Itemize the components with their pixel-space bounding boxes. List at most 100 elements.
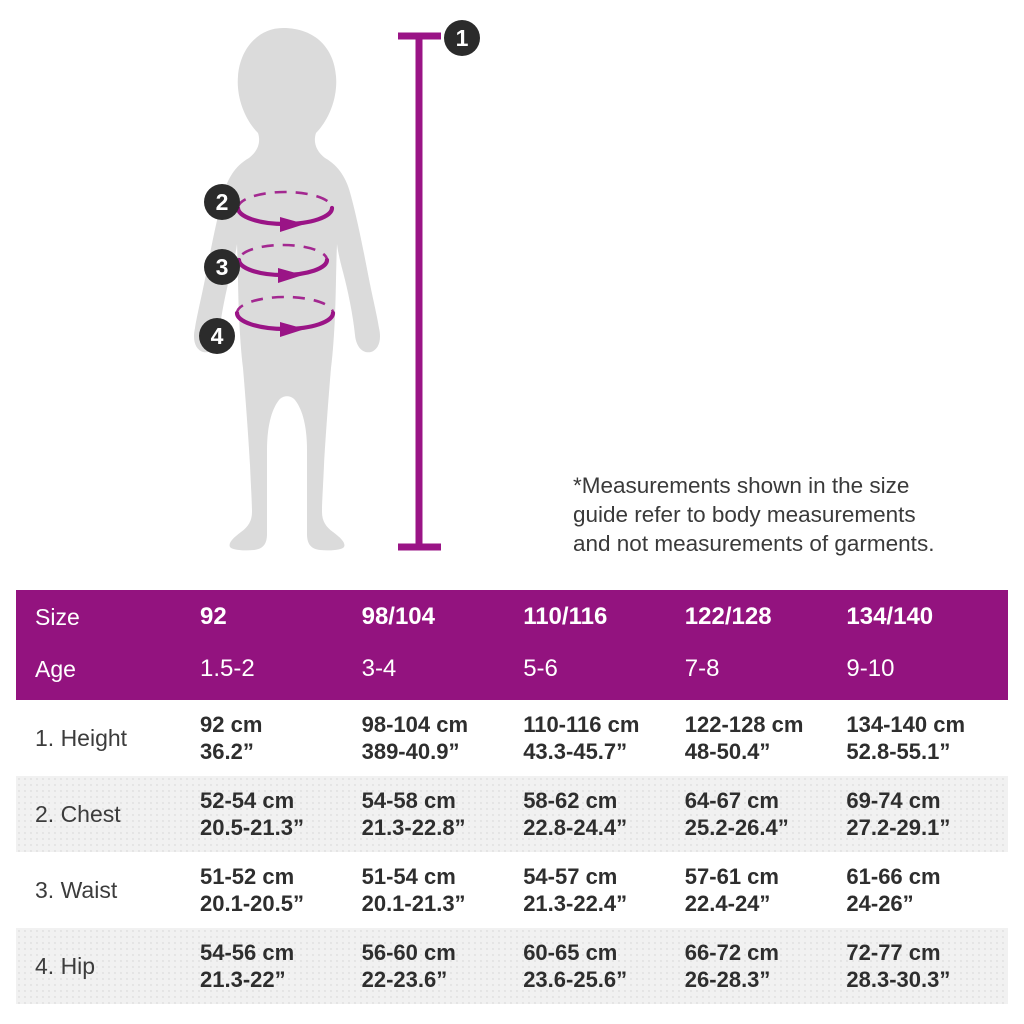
- cm-value: 57-61 cm: [684, 864, 779, 889]
- chest-measure-ellipse: [235, 190, 335, 232]
- measurement-cell: 61-66 cm 24-26”: [846, 863, 1008, 917]
- inch-value: 20.1-20.5”: [200, 891, 304, 916]
- cm-value: 134-140 cm: [846, 712, 966, 737]
- measurements-note: *Measurements shown in the size guide re…: [573, 471, 973, 558]
- size-col-header: 110/116: [523, 603, 608, 630]
- size-col-header: 134/140: [846, 603, 934, 630]
- row-label: 2. Chest: [35, 800, 121, 827]
- row-label: 3. Waist: [35, 876, 118, 903]
- measure-badge-waist: 3: [204, 249, 240, 285]
- inch-value: 20.1-21.3”: [361, 891, 466, 916]
- inch-value: 27.2-29.1”: [846, 815, 951, 840]
- cm-value: 54-56 cm: [200, 940, 295, 965]
- cm-value: 69-74 cm: [846, 788, 941, 813]
- cm-value: 51-54 cm: [361, 864, 456, 889]
- inch-value: 23.6-25.6”: [523, 967, 628, 992]
- age-value: 1.5-2: [200, 655, 255, 682]
- table-row-hip: 4. Hip 54-56 cm 21.3-22” 56-60 cm 22-23.…: [16, 928, 1008, 1004]
- measurement-cell: 58-62 cm 22.8-24.4”: [523, 787, 685, 841]
- measurement-cell: 72-77 cm 28.3-30.3”: [846, 939, 1008, 993]
- height-measure-line: [398, 32, 441, 551]
- cm-value: 92 cm: [200, 712, 263, 737]
- measurement-cell: 54-58 cm 21.3-22.8”: [362, 787, 524, 841]
- cm-value: 56-60 cm: [361, 940, 456, 965]
- measurement-cell: 54-57 cm 21.3-22.4”: [523, 863, 685, 917]
- age-value: 9-10: [846, 655, 895, 682]
- measure-badge-hip: 4: [199, 318, 235, 354]
- cm-value: 51-52 cm: [200, 864, 295, 889]
- inch-value: 25.2-26.4”: [684, 815, 789, 840]
- measurement-cell: 51-52 cm 20.1-20.5”: [200, 863, 362, 917]
- measurement-cell: 98-104 cm 389-40.9”: [362, 711, 524, 765]
- measurement-cell: 64-67 cm 25.2-26.4”: [685, 787, 847, 841]
- body-measurement-diagram: 1 2 3 4 *Measurements shown in the size …: [193, 20, 973, 558]
- inch-value: 36.2”: [200, 739, 254, 764]
- measurement-cell: 51-54 cm 20.1-21.3”: [362, 863, 524, 917]
- age-value: 5-6: [523, 655, 558, 682]
- inch-value: 22.4-24”: [684, 891, 771, 916]
- child-silhouette-graphic: [193, 28, 381, 551]
- size-col-header: 92: [200, 603, 227, 630]
- row-label: 1. Height: [35, 724, 128, 751]
- age-value: 7-8: [684, 655, 720, 682]
- inch-value: 21.3-22.4”: [523, 891, 628, 916]
- row-label: 4. Hip: [35, 952, 96, 979]
- note-line: and not measurements of garments.: [573, 531, 935, 556]
- measurement-cell: 57-61 cm 22.4-24”: [685, 863, 847, 917]
- inch-value: 28.3-30.3”: [846, 967, 951, 992]
- inch-value: 20.5-21.3”: [200, 815, 304, 840]
- size-col-header: 98/104: [361, 603, 435, 630]
- inch-value: 22.8-24.4”: [523, 815, 628, 840]
- hip-arrow-icon: [280, 322, 305, 337]
- cm-value: 110-116 cm: [523, 712, 640, 737]
- age-row-label: Age: [35, 655, 76, 682]
- age-value: 3-4: [361, 655, 397, 682]
- measurement-cell: 60-65 cm 23.6-25.6”: [523, 939, 685, 993]
- table-row-height: 1. Height 92 cm 36.2” 98-104 cm 389-40.9…: [16, 700, 1008, 776]
- measurement-cell: 52-54 cm 20.5-21.3”: [200, 787, 362, 841]
- hip-measure-ellipse: [234, 295, 336, 337]
- size-col-header: 122/128: [684, 603, 772, 630]
- measurement-cell: 66-72 cm 26-28.3”: [685, 939, 847, 993]
- table-header: Size 92 98/104 110/116 122/128 134/140 A…: [16, 590, 1008, 700]
- cm-value: 60-65 cm: [523, 940, 618, 965]
- inch-value: 26-28.3”: [684, 967, 771, 992]
- cm-value: 66-72 cm: [684, 940, 779, 965]
- cm-value: 52-54 cm: [200, 788, 295, 813]
- table-row-waist: 3. Waist 51-52 cm 20.1-20.5” 51-54 cm 20…: [16, 852, 1008, 928]
- cm-value: 122-128 cm: [684, 712, 804, 737]
- cm-value: 72-77 cm: [846, 940, 941, 965]
- inch-value: 21.3-22”: [200, 967, 286, 992]
- measurement-cell: 56-60 cm 22-23.6”: [362, 939, 524, 993]
- size-row-label: Size: [35, 603, 80, 630]
- cm-value: 98-104 cm: [361, 712, 469, 737]
- inch-value: 21.3-22.8”: [361, 815, 466, 840]
- size-guide-table: Size 92 98/104 110/116 122/128 134/140 A…: [16, 590, 1008, 1004]
- diagram-canvas: [193, 28, 441, 551]
- cm-value: 54-58 cm: [361, 788, 456, 813]
- inch-value: 52.8-55.1”: [846, 739, 951, 764]
- measurement-cell: 69-74 cm 27.2-29.1”: [846, 787, 1008, 841]
- cm-value: 54-57 cm: [523, 864, 618, 889]
- measurement-cell: 134-140 cm 52.8-55.1”: [846, 711, 1008, 765]
- inch-value: 24-26”: [846, 891, 914, 916]
- waist-measure-ellipse: [236, 243, 330, 283]
- note-line: guide refer to body measurements: [573, 502, 916, 527]
- measure-badge-chest: 2: [204, 184, 240, 220]
- cm-value: 64-67 cm: [684, 788, 779, 813]
- inch-value: 389-40.9”: [361, 739, 460, 764]
- inch-value: 48-50.4”: [684, 739, 771, 764]
- measurement-cell: 110-116 cm 43.3-45.7”: [523, 711, 685, 765]
- note-line: *Measurements shown in the size: [573, 473, 910, 498]
- header-size-row: Size 92 98/104 110/116 122/128 134/140: [16, 591, 1008, 643]
- measurement-cell: 54-56 cm 21.3-22”: [200, 939, 362, 993]
- table-row-chest: 2. Chest 52-54 cm 20.5-21.3” 54-58 cm 21…: [16, 776, 1008, 852]
- measurement-cell: 92 cm 36.2”: [200, 711, 362, 765]
- header-age-row: Age 1.5-2 3-4 5-6 7-8 9-10: [16, 643, 1008, 695]
- cm-value: 61-66 cm: [846, 864, 941, 889]
- measure-badge-height: 1: [444, 20, 480, 56]
- waist-arrow-icon: [278, 268, 303, 283]
- measurement-cell: 122-128 cm 48-50.4”: [685, 711, 847, 765]
- chest-arrow-icon: [280, 217, 305, 232]
